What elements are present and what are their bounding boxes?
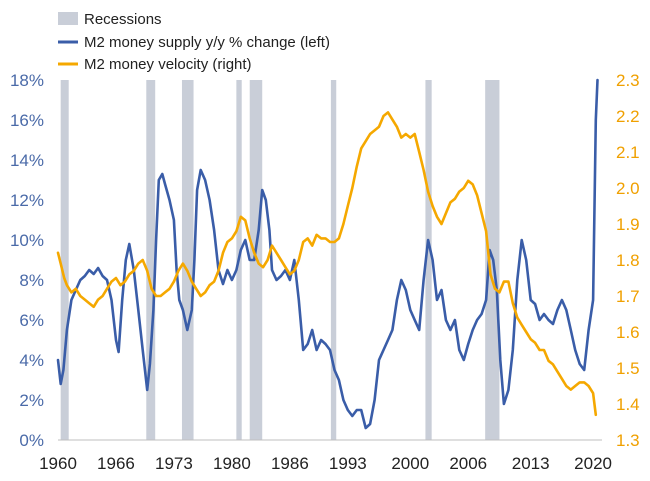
x-tick-label: 2000 xyxy=(391,454,429,473)
y-right-tick-label: 1.7 xyxy=(616,287,640,306)
y-left-tick-label: 14% xyxy=(10,151,44,170)
y-right-tick-label: 1.5 xyxy=(616,359,640,378)
recession-band-0 xyxy=(60,80,69,440)
series-line-m2-velocity xyxy=(56,111,598,417)
y-left-tick-label: 10% xyxy=(10,231,44,250)
y-left-tick-label: 8% xyxy=(19,271,44,290)
y-left-tick-label: 18% xyxy=(10,71,44,90)
y-left-tick-label: 16% xyxy=(10,111,44,130)
y-left-tick-label: 4% xyxy=(19,351,44,370)
series-line-m2-supply xyxy=(56,78,599,430)
y-right-tick-label: 2.1 xyxy=(616,143,640,162)
series xyxy=(56,78,599,430)
y-left-tick-label: 0% xyxy=(19,431,44,450)
legend: Recessions M2 money supply y/y % change … xyxy=(58,11,330,73)
y-right-tick-label: 2.3 xyxy=(616,71,640,90)
recession-band-5 xyxy=(330,80,337,440)
y-right-tick-label: 2.2 xyxy=(616,107,640,126)
recession-band-2 xyxy=(181,80,194,440)
y-left-tick-label: 12% xyxy=(10,191,44,210)
x-tick-label: 1960 xyxy=(39,454,77,473)
legend-swatch-recessions xyxy=(58,12,78,25)
x-tick-label: 1980 xyxy=(213,454,251,473)
x-tick-label: 1993 xyxy=(329,454,367,473)
axes: 0% 2% 4% 6% 8% 10% 12% 14% 16% 18% 1.3 1.4 1.5 1.6 1.7… xyxy=(10,71,640,473)
y-right-tick-label: 1.3 xyxy=(616,431,640,450)
x-tick-label: 1973 xyxy=(155,454,193,473)
y-right-tick-label: 2.0 xyxy=(616,179,640,198)
y-left-tick-label: 2% xyxy=(19,391,44,410)
x-tick-label: 1966 xyxy=(97,454,135,473)
x-tick-label: 2020 xyxy=(574,454,612,473)
y-right-tick-label: 1.8 xyxy=(616,251,640,270)
legend-label-m2-velocity: M2 money velocity (right) xyxy=(84,56,252,73)
recession-band-1 xyxy=(146,80,156,440)
legend-label-recessions: Recessions xyxy=(84,11,162,28)
y-right-tick-label: 1.9 xyxy=(616,215,640,234)
x-tick-label: 1986 xyxy=(271,454,309,473)
x-tick-label: 2013 xyxy=(512,454,550,473)
legend-label-m2-supply: M2 money supply y/y % change (left) xyxy=(84,34,330,51)
y-right-tick-label: 1.4 xyxy=(616,395,640,414)
y-right-tick-label: 1.6 xyxy=(616,323,640,342)
y-left-tick-label: 6% xyxy=(19,311,44,330)
x-tick-label: 2006 xyxy=(449,454,487,473)
recession-band-6 xyxy=(425,80,432,440)
